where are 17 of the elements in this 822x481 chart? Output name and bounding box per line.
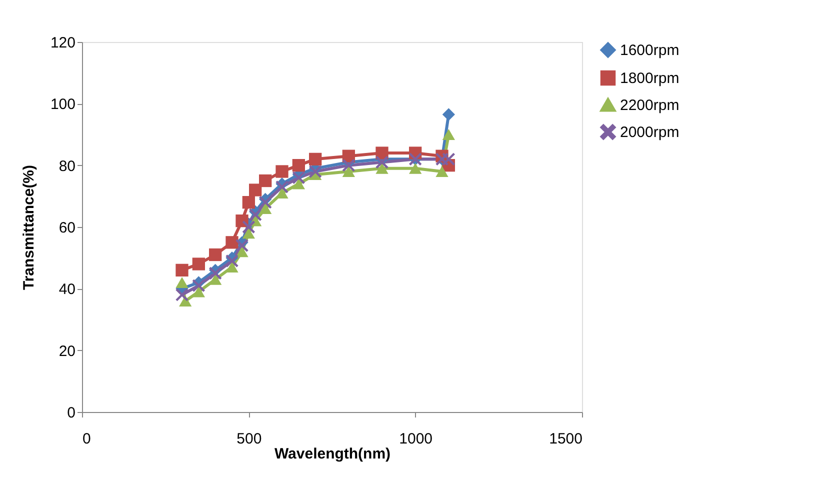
y-tick-label: 80 <box>58 158 76 175</box>
y-tick-label: 0 <box>67 404 76 422</box>
y-axis-title: Transmittance(%) <box>20 164 38 290</box>
x-tick-label: 1500 <box>549 430 582 448</box>
x-tick-label: 1000 <box>399 430 433 448</box>
y-tick-label: 40 <box>58 281 76 298</box>
x-tick-label: 500 <box>236 430 262 448</box>
legend-label: 1600rpm <box>620 42 680 59</box>
y-tick-label: 100 <box>50 96 76 114</box>
y-tick-label: 20 <box>58 342 76 360</box>
legend-label: 2200rpm <box>620 97 680 114</box>
x-axis-title: Wavelength(nm) <box>274 446 391 462</box>
x-tick-label: 0 <box>82 430 91 448</box>
y-tick-label: 120 <box>50 34 76 52</box>
y-tick-label: 60 <box>58 220 76 236</box>
legend-label: 2000rpm <box>620 124 680 141</box>
legend-label: 1800rpm <box>620 70 680 87</box>
